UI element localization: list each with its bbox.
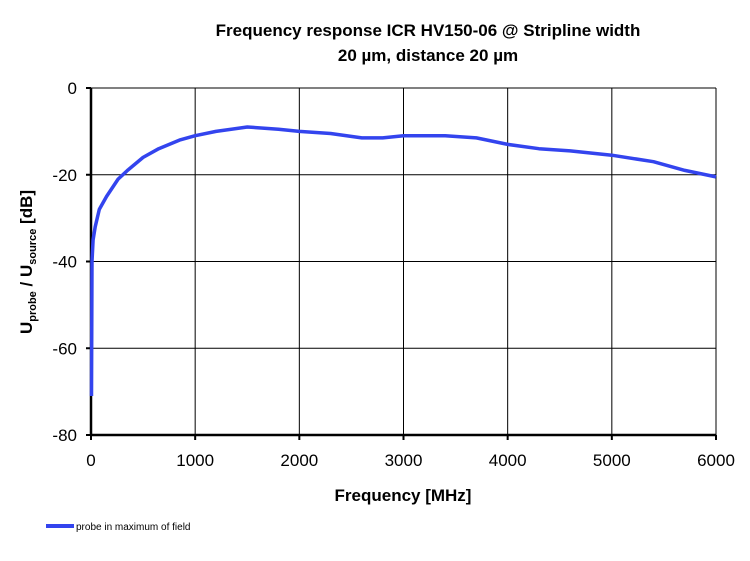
tick-labels: 0 -20 -40 -60 -80 0 1000 2000 3000 4000 5000 6000	[52, 79, 734, 470]
y-tick-label: -60	[52, 339, 77, 358]
x-tick-label: 4000	[489, 451, 527, 470]
y-tick-label: -40	[52, 253, 77, 272]
y-axis-label-sub2: source	[27, 229, 39, 265]
x-tick-label: 6000	[697, 451, 735, 470]
y-axis-label-mid: / U	[17, 265, 36, 291]
series	[89, 125, 717, 397]
y-axis-label-unit: [dB]	[17, 190, 36, 229]
x-tick-label: 3000	[385, 451, 423, 470]
y-axis-label-main: U	[17, 322, 36, 334]
chart-title-line2: 20 µm, distance 20 µm	[338, 46, 518, 65]
y-tick-label: -80	[52, 426, 77, 445]
y-axis-label: Uprobe / Usource [dB]	[17, 190, 39, 334]
y-axis-label-sub1: probe	[27, 291, 39, 322]
chart-title-line1: Frequency response ICR HV150-06 @ Stripl…	[216, 21, 641, 40]
x-tick-label: 1000	[176, 451, 214, 470]
y-tick-label: -20	[52, 166, 77, 185]
x-tick-label: 5000	[593, 451, 631, 470]
legend-label: probe in maximum of field	[76, 522, 191, 533]
legend: probe in maximum of field	[46, 522, 191, 533]
x-tick-label: 2000	[280, 451, 318, 470]
y-tick-label: 0	[68, 79, 77, 98]
x-tick-label: 0	[86, 451, 95, 470]
x-axis-label: Frequency [MHz]	[335, 486, 472, 505]
